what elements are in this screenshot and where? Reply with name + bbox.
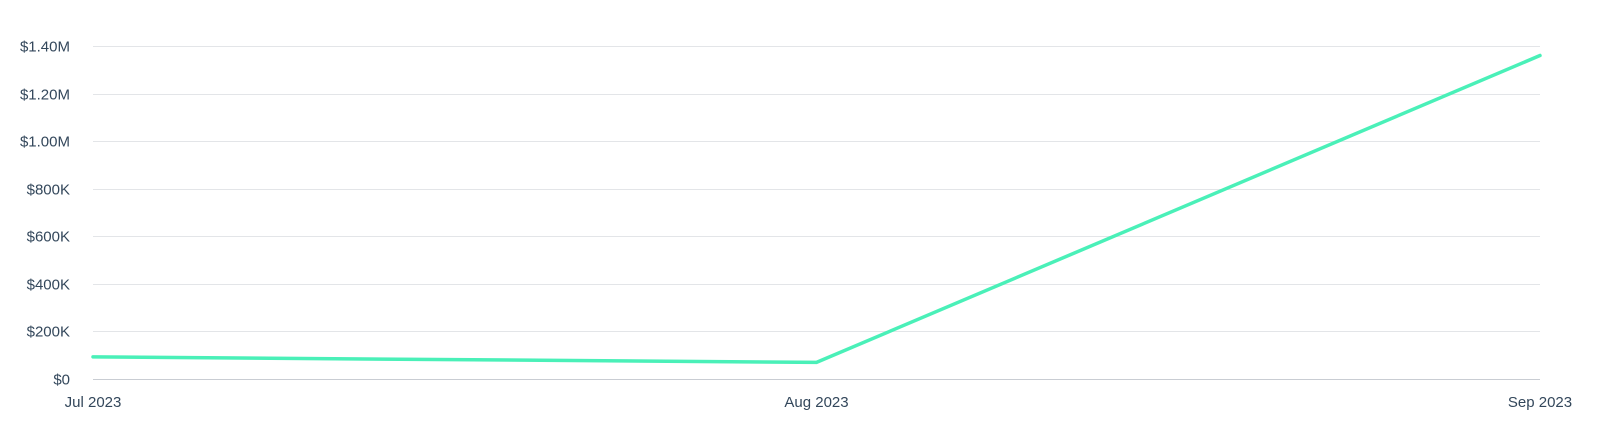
y-tick-label: $1.40M: [20, 39, 70, 56]
y-tick-label: $0: [53, 372, 70, 389]
y-tick-label: $1.00M: [20, 134, 70, 151]
grid-lines: [93, 46, 1540, 380]
series-lines: [91, 53, 1542, 365]
y-tick-label: $1.20M: [20, 87, 70, 104]
y-tick-label: $400K: [27, 277, 70, 294]
y-axis-tick-labels: $0 $200K $400K $600K $800K $1.00M $1.20M $1.40M: [20, 39, 70, 389]
y-tick-label: $600K: [27, 229, 70, 246]
x-tick-label: Sep 2023: [1508, 394, 1572, 411]
x-tick-label: Aug 2023: [784, 394, 848, 411]
x-tick-label: Jul 2023: [65, 394, 122, 411]
series-line: [91, 53, 1542, 365]
y-tick-label: $200K: [27, 324, 70, 341]
x-axis-tick-labels: Jul 2023 Aug 2023 Sep 2023: [65, 394, 1572, 411]
y-tick-label: $800K: [27, 182, 70, 199]
